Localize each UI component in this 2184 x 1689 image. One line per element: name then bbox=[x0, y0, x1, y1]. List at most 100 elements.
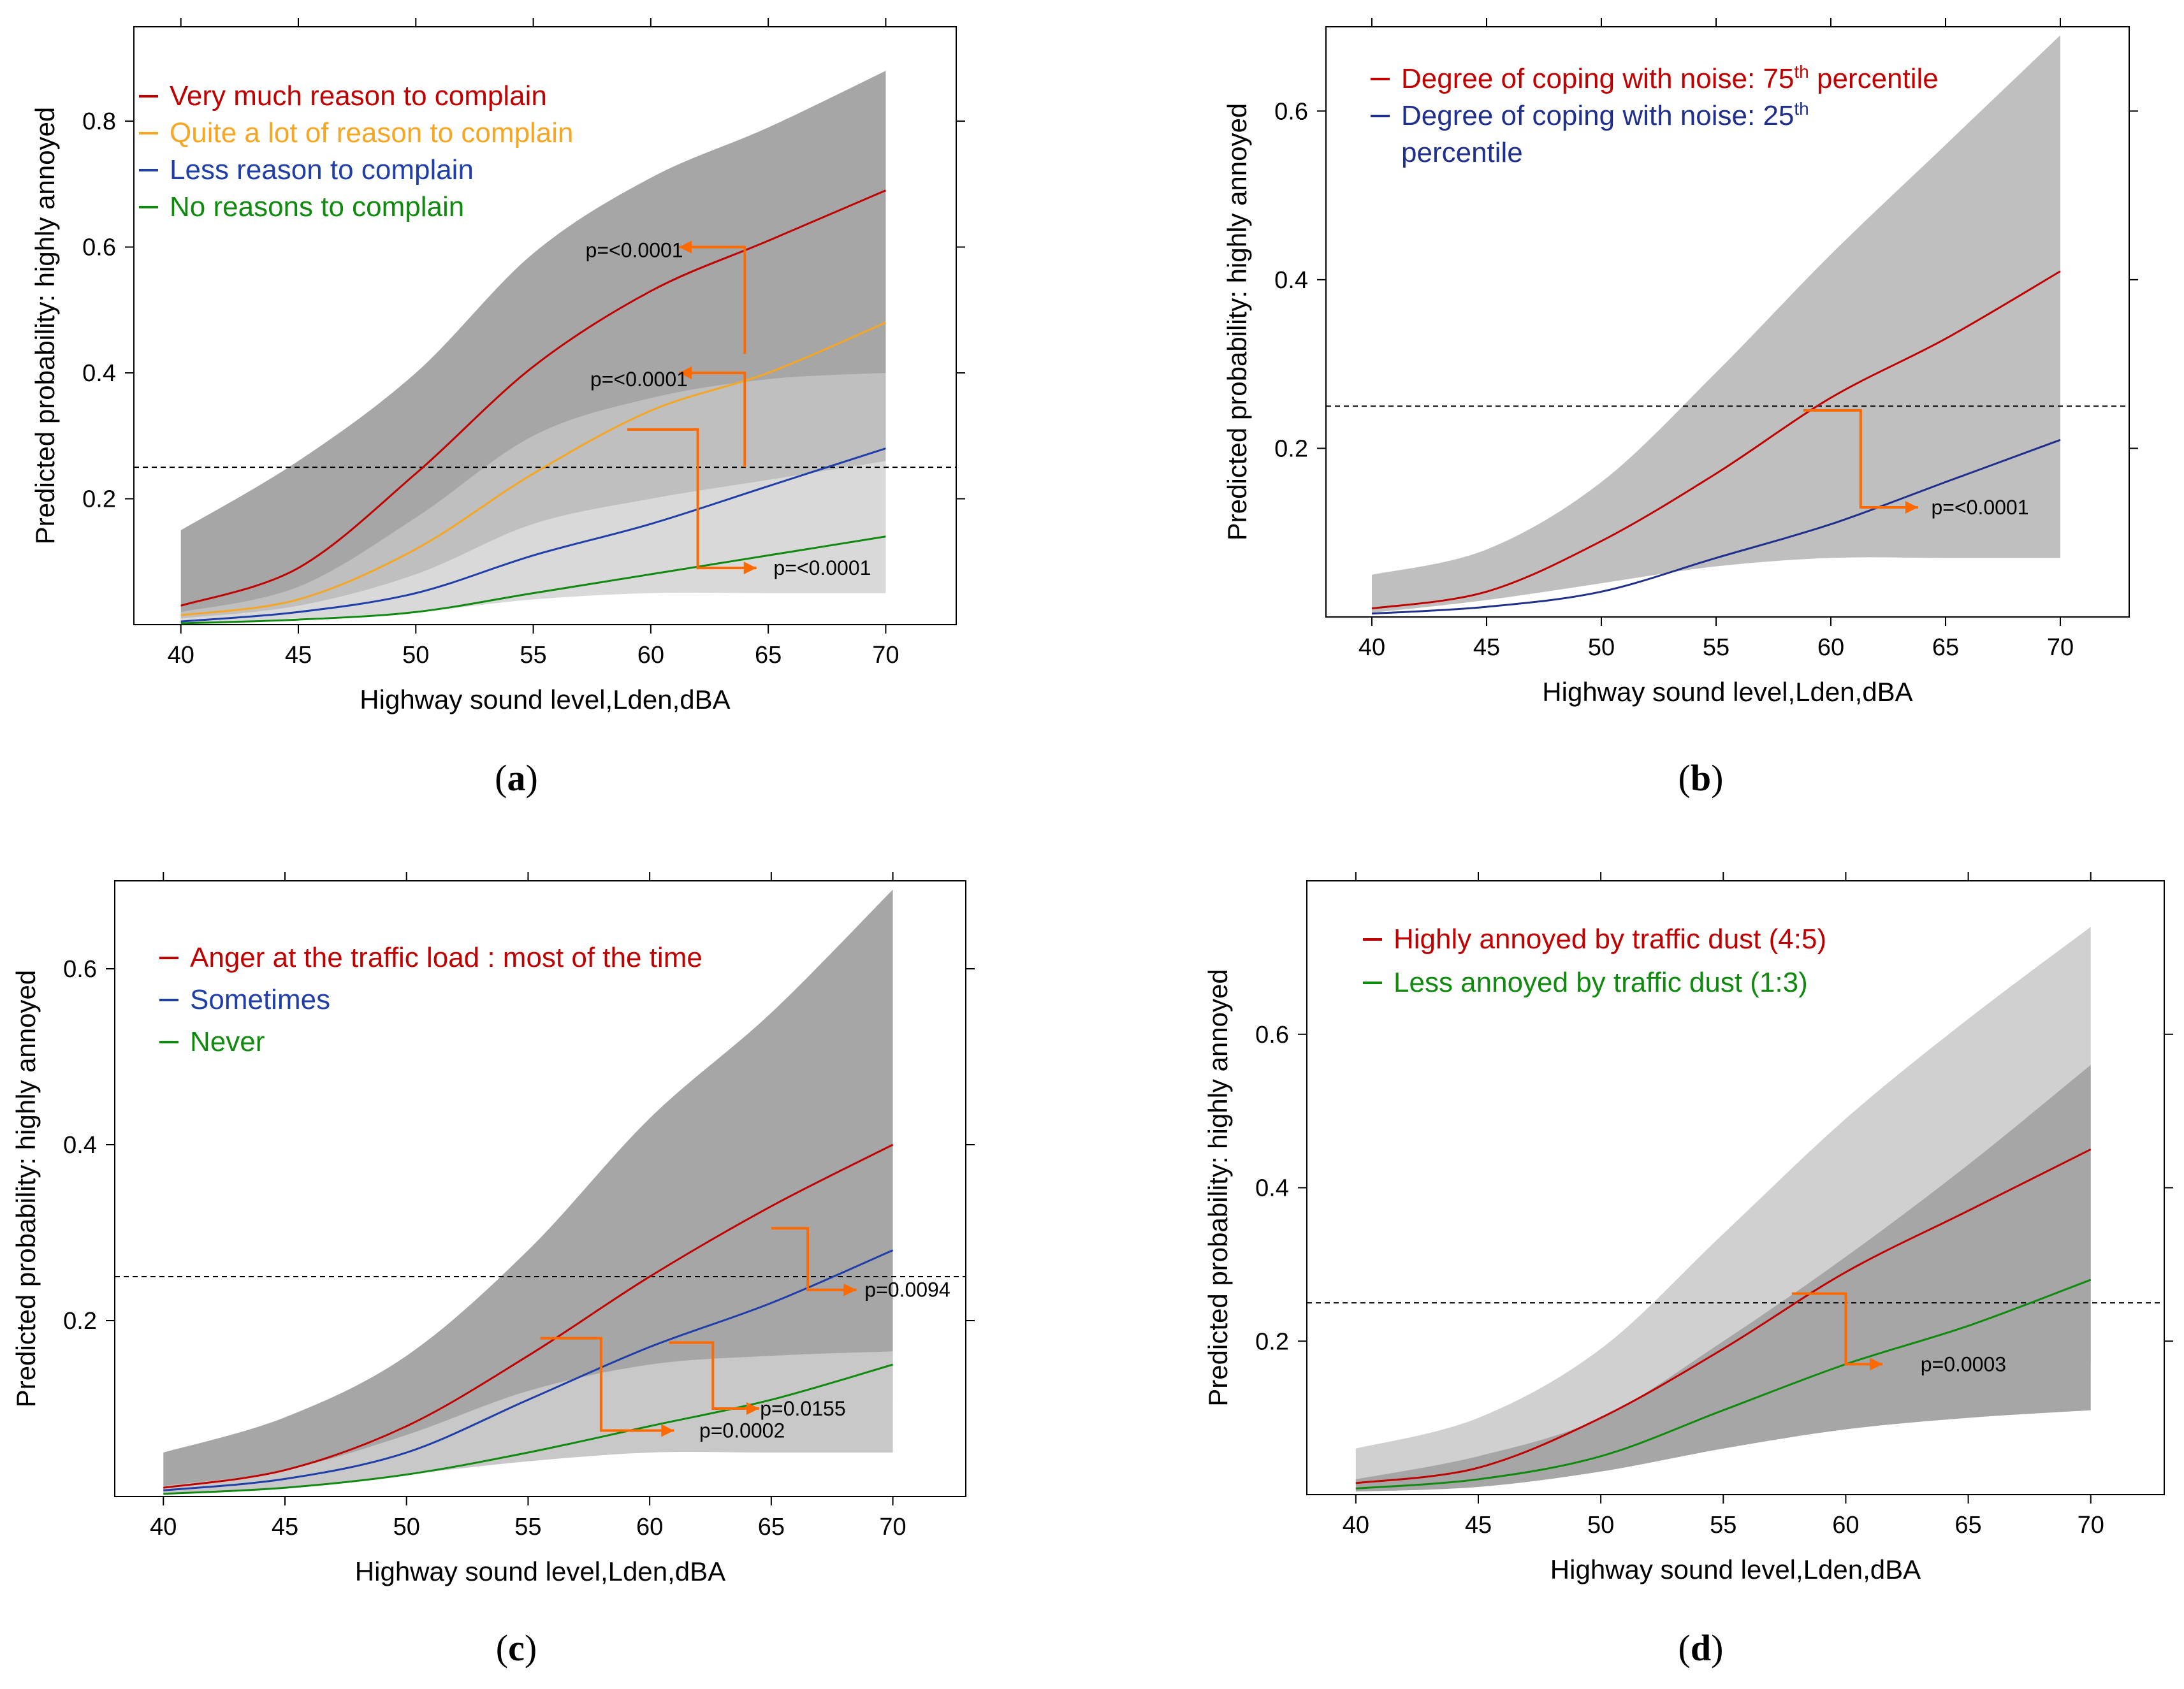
confidence-band-2 bbox=[1355, 1064, 2091, 1492]
p-value-label: p=<0.0001 bbox=[1931, 496, 2028, 519]
p-value-label: p=0.0094 bbox=[864, 1279, 950, 1301]
legend-entry-1: Anger at the traffic load : most of the … bbox=[190, 942, 703, 973]
series-line-3 bbox=[180, 447, 886, 623]
x-tick-label: 65 bbox=[1932, 634, 1959, 661]
annotation-arrowhead bbox=[746, 1402, 759, 1415]
annotation-arrowhead bbox=[679, 240, 692, 254]
caption-paren: ) bbox=[525, 1627, 537, 1669]
caption-paren: ) bbox=[526, 757, 538, 799]
caption-letter: d bbox=[1691, 1627, 1711, 1669]
series-line-2 bbox=[163, 1249, 894, 1491]
panel-b: 40 45 50 55 60 65 70 0.2 0.4 0.6 p=<0.0001 Highway … bbox=[1222, 18, 2138, 799]
x-axis-label: Highway sound level,Lden,dBA bbox=[360, 685, 730, 714]
x-tick-label: 60 bbox=[637, 642, 664, 669]
x-tick-label: 65 bbox=[1955, 1512, 1981, 1539]
confidence-band-3 bbox=[180, 461, 886, 624]
annotation-arrowhead bbox=[743, 562, 757, 575]
p-value-label: p=<0.0001 bbox=[773, 556, 871, 579]
x-tick-label: 70 bbox=[2078, 1512, 2104, 1539]
caption-letter: a bbox=[507, 757, 526, 799]
caption-paren: ( bbox=[1678, 1627, 1691, 1669]
x-tick-label: 50 bbox=[402, 642, 429, 669]
y-tick-label: 0.4 bbox=[82, 360, 116, 387]
y-tick-label: 0.6 bbox=[1274, 98, 1308, 125]
legend-entry-3: Never bbox=[190, 1026, 265, 1057]
annotation-arrow bbox=[1803, 409, 1918, 509]
x-tick-label: 70 bbox=[872, 642, 899, 669]
x-tick-label: 50 bbox=[1588, 634, 1615, 661]
series-line-4 bbox=[180, 535, 886, 625]
series-line-2 bbox=[1355, 1279, 2092, 1490]
x-tick-label: 60 bbox=[1832, 1512, 1859, 1539]
p-value-label: p=<0.0001 bbox=[586, 239, 683, 262]
annotation-arrowhead bbox=[1870, 1358, 1883, 1371]
x-tick-label: 45 bbox=[1465, 1512, 1492, 1539]
x-tick-label: 40 bbox=[1358, 634, 1385, 661]
legend-entry-2: Quite a lot of reason to complain bbox=[170, 117, 573, 149]
y-axis-label: Predicted probability: highly annoyed bbox=[1203, 969, 1233, 1406]
legend-text-part: Degree of coping with noise: 25 bbox=[1401, 100, 1794, 131]
panel-a: 40 45 50 55 60 65 70 0.2 0.4 0.6 0.8 p=<0.0001 p=<0.… bbox=[30, 18, 965, 799]
annotation-arrowhead bbox=[1905, 501, 1918, 514]
series-line-2 bbox=[180, 321, 887, 616]
legend-entry-2: Less annoyed by traffic dust (1:3) bbox=[1394, 967, 1808, 998]
axis-frame bbox=[1325, 26, 2130, 618]
y-tick-label: 0.6 bbox=[63, 956, 97, 983]
p-value-label: p=0.0003 bbox=[1921, 1352, 2006, 1375]
series-line-1 bbox=[180, 189, 887, 607]
y-tick-label: 0.6 bbox=[1255, 1022, 1289, 1048]
annotation-arrow bbox=[540, 1337, 674, 1432]
x-axis-label: Highway sound level,Lden,dBA bbox=[1550, 1555, 1921, 1584]
y-tick-label: 0.2 bbox=[1274, 435, 1308, 462]
legend-entry-3: Less reason to complain bbox=[170, 154, 474, 185]
series-line-3 bbox=[163, 1363, 893, 1495]
legend-entry-1: Degree of coping with noise: 75th percen… bbox=[1401, 62, 1939, 94]
confidence-band-2 bbox=[180, 373, 886, 622]
legend-entry-1: Highly annoyed by traffic dust (4:5) bbox=[1394, 924, 1826, 955]
caption-paren: ) bbox=[1711, 1627, 1723, 1669]
caption-letter: c bbox=[508, 1627, 525, 1669]
x-tick-label: 55 bbox=[1703, 634, 1729, 661]
x-axis-label: Highway sound level,Lden,dBA bbox=[1542, 677, 1912, 707]
legend-entry-4: No reasons to complain bbox=[170, 191, 464, 222]
legend-superscript: th bbox=[1794, 99, 1809, 119]
axis-frame bbox=[133, 26, 957, 625]
annotation-arrow bbox=[771, 1227, 857, 1291]
series-line-1 bbox=[1371, 270, 2061, 610]
legend-entry-2-continued: percentile bbox=[1401, 137, 1523, 168]
p-value-label: p=0.0155 bbox=[760, 1397, 845, 1420]
caption-letter: b bbox=[1691, 757, 1711, 799]
annotation-arrowhead bbox=[679, 366, 692, 380]
x-tick-label: 50 bbox=[1587, 1512, 1614, 1539]
panel-caption: (b) bbox=[1678, 757, 1724, 799]
panel-caption: (a) bbox=[495, 757, 538, 799]
y-tick-label: 0.4 bbox=[1255, 1175, 1289, 1202]
x-tick-label: 40 bbox=[168, 642, 194, 669]
caption-paren: ( bbox=[1678, 757, 1691, 799]
y-tick-label: 0.2 bbox=[63, 1308, 97, 1335]
panel-c: 40 45 50 55 60 65 70 0.2 0.4 0.6 p=0.0094 p=0.0155p… bbox=[11, 872, 975, 1669]
legend-entry-1: Very much reason to complain bbox=[170, 80, 547, 112]
axis-frame bbox=[114, 880, 966, 1497]
y-tick-label: 0.8 bbox=[82, 108, 116, 135]
confidence-band-1 bbox=[180, 71, 886, 619]
confidence-band-1 bbox=[1372, 35, 2060, 613]
y-tick-label: 0.2 bbox=[82, 486, 116, 513]
x-tick-label: 50 bbox=[393, 1514, 420, 1540]
legend-entry-2: Sometimes bbox=[190, 984, 330, 1015]
x-tick-label: 55 bbox=[1710, 1512, 1736, 1539]
x-tick-label: 60 bbox=[1817, 634, 1844, 661]
x-tick-label: 65 bbox=[758, 1514, 785, 1540]
x-tick-label: 60 bbox=[636, 1514, 663, 1540]
series-line-1 bbox=[1355, 1148, 2092, 1484]
legend-entry-2: Degree of coping with noise: 25th bbox=[1401, 99, 1809, 131]
y-tick-label: 0.4 bbox=[63, 1132, 97, 1159]
series-line-2 bbox=[1371, 439, 2061, 615]
y-axis-label: Predicted probability: highly annoyed bbox=[30, 107, 60, 544]
legend-text-part: percentile bbox=[1809, 63, 1939, 94]
x-tick-label: 65 bbox=[755, 642, 782, 669]
x-tick-label: 40 bbox=[150, 1514, 177, 1540]
x-tick-label: 45 bbox=[272, 1514, 298, 1540]
x-tick-label: 40 bbox=[1343, 1512, 1369, 1539]
confidence-band-2 bbox=[163, 1351, 893, 1494]
